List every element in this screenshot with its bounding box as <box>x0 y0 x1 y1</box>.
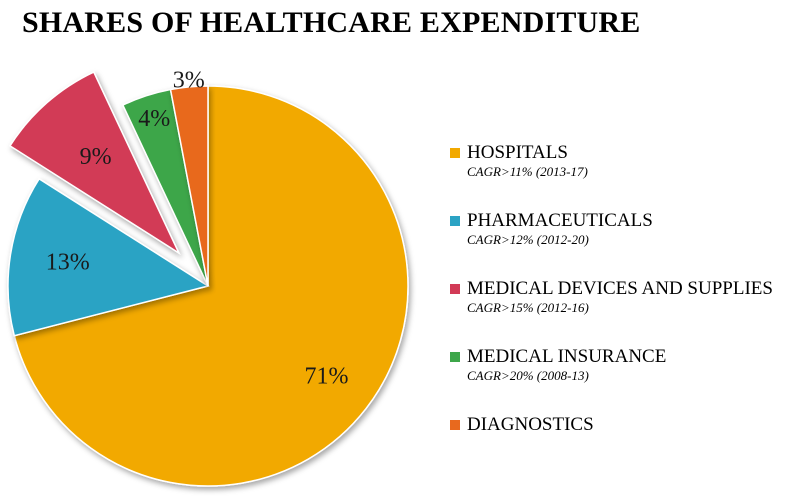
pie-slice-hospitals <box>13 85 409 487</box>
data-label-pharmaceuticals: 13% <box>46 249 90 275</box>
data-label-medical-insurance: 4% <box>138 106 170 132</box>
legend-note-medical-insurance: CAGR>20% (2008-13) <box>467 368 589 383</box>
legend-swatch-medical-devices <box>450 284 460 294</box>
legend-swatch-pharmaceuticals <box>450 216 460 226</box>
pie-slice-diagnostics <box>169 85 209 287</box>
legend-note-pharmaceuticals: CAGR>12% (2012-20) <box>467 232 589 247</box>
data-label-diagnostics: 3% <box>173 67 205 93</box>
legend-swatch-hospitals <box>450 148 460 158</box>
legend-swatch-diagnostics <box>450 420 460 430</box>
legend-note-hospitals: CAGR>11% (2013-17) <box>467 164 588 179</box>
pie-slice-medical-devices <box>9 71 181 256</box>
data-label-hospitals: 71% <box>305 363 349 389</box>
pie-slice-pharmaceuticals <box>7 177 210 337</box>
legend-swatch-medical-insurance <box>450 352 460 362</box>
legend-label-pharmaceuticals: PHARMACEUTICALS <box>467 210 653 231</box>
legend-label-hospitals: HOSPITALS <box>467 142 568 163</box>
pie-slices <box>7 71 409 487</box>
chart-title: SHARES OF HEALTHCARE EXPENDITURE <box>22 6 641 39</box>
legend-note-medical-devices: CAGR>15% (2012-16) <box>467 300 589 315</box>
data-label-medical-devices: 9% <box>80 144 112 170</box>
legend-label-medical-devices: MEDICAL DEVICES AND SUPPLIES <box>467 278 773 299</box>
legend-label-medical-insurance: MEDICAL INSURANCE <box>467 346 667 367</box>
pie-labels: 71% 13% 9% 4%3% <box>46 67 349 389</box>
legend-label-diagnostics: DIAGNOSTICS <box>467 414 594 435</box>
